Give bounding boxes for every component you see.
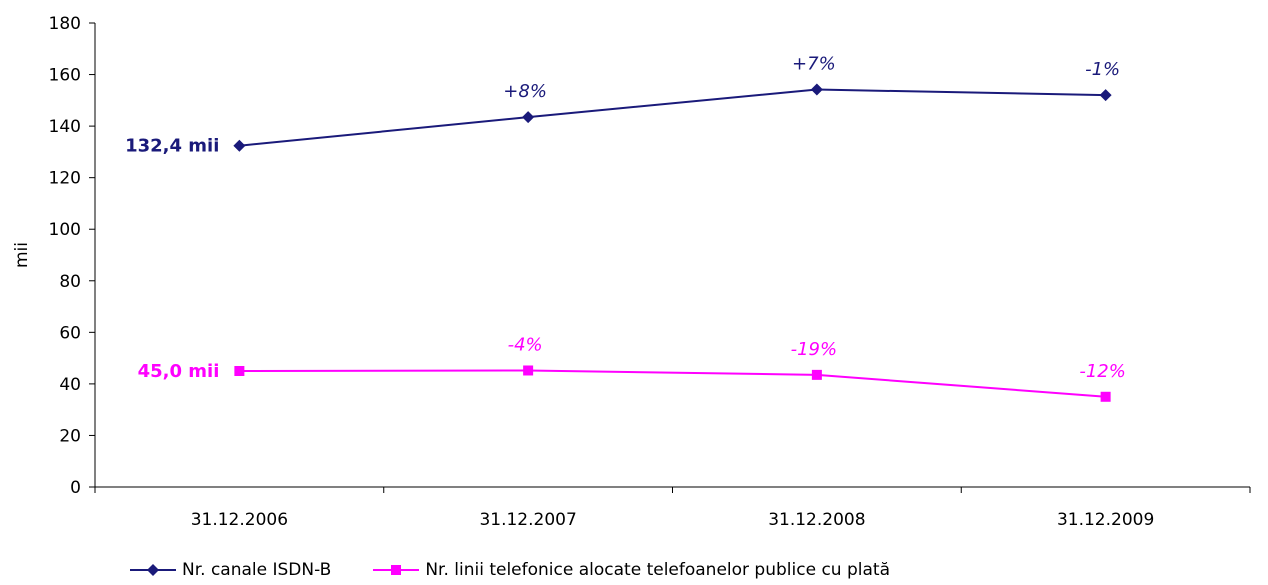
data-label-start: 45,0 mii <box>138 361 220 382</box>
y-tick-label: 80 <box>59 272 81 292</box>
chart-series: 132,4 mii +8% +7% -1% 45,0 mii -4% -19% -12% <box>125 54 1126 402</box>
data-label-change: +8% <box>503 81 547 102</box>
data-label-change: -1% <box>1085 59 1120 80</box>
y-tick-label: 180 <box>49 14 81 34</box>
y-tick-label: 0 <box>70 478 81 498</box>
x-tick-label: 31.12.2006 <box>191 510 288 530</box>
chart-axes: 0 20 40 60 80 100 120 140 160 180 mii 31.12.2006 31.… <box>12 14 1251 530</box>
data-label-change: -19% <box>791 339 838 360</box>
data-point-square <box>1100 391 1111 402</box>
legend-marker-square-icon <box>373 565 420 575</box>
data-point-diamond <box>233 139 246 152</box>
x-tick-label: 31.12.2007 <box>479 510 576 530</box>
data-point-diamond <box>522 111 535 124</box>
legend-item-series-1: Nr. linii telefonice alocate telefoanelo… <box>371 560 890 580</box>
data-point-diamond <box>1099 89 1112 102</box>
series-line-0 <box>239 88 1106 147</box>
series-line-1 <box>239 369 1106 398</box>
x-tick-label: 31.12.2009 <box>1057 510 1154 530</box>
legend-marker-diamond-icon <box>130 564 176 576</box>
legend-item-series-0: Nr. canale ISDN-B <box>128 560 331 580</box>
line-chart: 0 20 40 60 80 100 120 140 160 180 mii 31.12.2006 31.… <box>12 14 1251 530</box>
data-point-square <box>811 369 822 380</box>
y-tick-label: 140 <box>49 117 81 137</box>
data-point-square <box>523 365 534 376</box>
y-axis-label: mii <box>12 242 32 268</box>
data-label-start: 132,4 mii <box>125 136 219 157</box>
x-tick-label: 31.12.2008 <box>768 510 865 530</box>
data-label-change: +7% <box>792 54 836 75</box>
legend-label-series-0: Nr. canale ISDN-B <box>182 560 332 580</box>
y-tick-label: 120 <box>49 169 81 189</box>
series-0: 132,4 mii +8% +7% -1% <box>125 54 1120 157</box>
legend-label-series-1: Nr. linii telefonice alocate telefoanelo… <box>425 560 890 580</box>
y-tick-label: 20 <box>59 426 81 446</box>
data-point-diamond <box>810 83 823 96</box>
y-tick-label: 60 <box>59 323 81 343</box>
chart-legend: Nr. canale ISDN-B Nr. linii telefonice a… <box>128 560 930 580</box>
y-tick-label: 160 <box>49 66 81 86</box>
series-1: 45,0 mii -4% -19% -12% <box>138 334 1126 402</box>
data-label-change: -12% <box>1079 361 1126 382</box>
y-tick-label: 100 <box>49 220 81 240</box>
data-point-square <box>234 366 245 376</box>
y-tick-label: 40 <box>59 375 81 395</box>
data-label-change: -4% <box>508 334 543 355</box>
